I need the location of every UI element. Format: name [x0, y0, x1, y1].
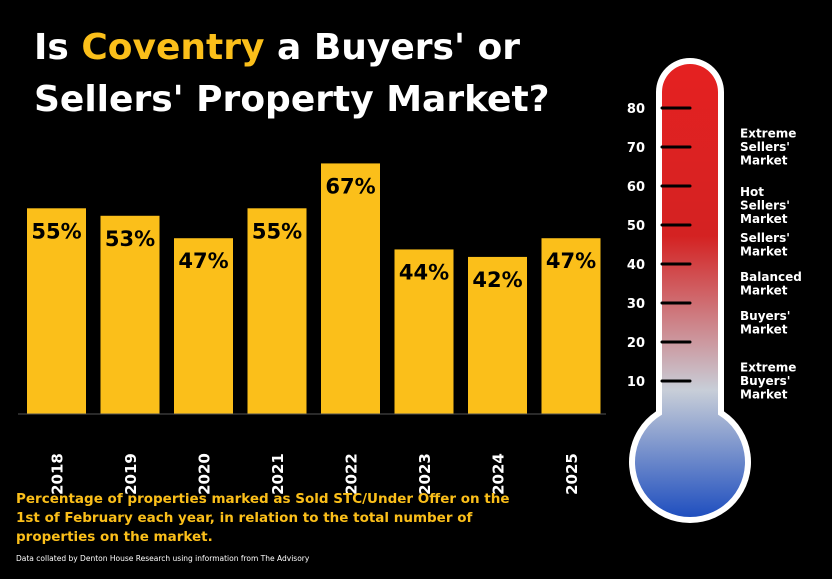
zone-label-2: Sellers' Market [740, 231, 790, 259]
bar-2018 [27, 208, 86, 414]
zone-label-5-line-2: Market [740, 388, 788, 402]
bar-series: 55% 53% 47% 55% 67% 44% 42% 47% [27, 163, 601, 414]
data-label-2024: 42% [472, 268, 522, 292]
data-label-2018: 55% [31, 219, 81, 243]
zone-label-5-line-0: Extreme [740, 361, 796, 375]
bar-2025 [541, 238, 601, 414]
data-label-2020: 47% [178, 249, 228, 273]
zone-label-3-line-1: Market [740, 283, 788, 297]
zone-label-3: Balanced Market [740, 270, 802, 298]
thermo-tick-label-50: 50 [627, 219, 645, 234]
data-label-2022: 67% [325, 174, 375, 198]
zone-label-0: Extreme Sellers' Market [740, 127, 796, 168]
x-tick-2018: 2018 [49, 453, 67, 495]
zone-label-0-line-2: Market [740, 154, 788, 168]
thermo-tick-label-20: 20 [627, 336, 645, 351]
data-label-2019: 53% [105, 227, 155, 251]
zone-label-5: Extreme Buyers' Market [740, 361, 796, 402]
thermo-tick-label-30: 30 [627, 297, 645, 312]
zone-label-1-line-2: Market [740, 212, 788, 226]
thermometer [629, 58, 751, 523]
x-tick-2019: 2019 [122, 453, 140, 495]
thermo-tick-label-60: 60 [627, 180, 645, 195]
chart-caption: Percentage of properties marked as Sold … [16, 491, 510, 545]
x-tick-2021: 2021 [269, 453, 287, 495]
x-tick-labels: 2018 2019 2020 2021 2022 2023 2024 2025 [49, 453, 582, 495]
zone-label-3-line-0: Balanced [740, 270, 802, 284]
bar-2020 [174, 238, 233, 414]
chart-title: Is Coventry a Buyers' or Sellers' Proper… [34, 22, 594, 126]
title-prefix: Is [34, 27, 82, 68]
zone-label-4-line-1: Market [740, 322, 788, 336]
thermo-tick-label-70: 70 [627, 141, 645, 156]
zone-label-2-line-0: Sellers' [740, 231, 790, 245]
data-label-2021: 55% [252, 219, 302, 243]
x-tick-2023: 2023 [416, 453, 434, 495]
bar-2023 [394, 249, 454, 414]
zone-label-1: Hot Sellers' Market [740, 185, 790, 226]
zone-label-1-line-1: Sellers' [740, 199, 790, 213]
data-label-2025: 47% [546, 249, 596, 273]
bar-2021 [247, 208, 307, 414]
bar-2024 [468, 256, 527, 414]
thermo-tick-label-40: 40 [627, 258, 645, 273]
zone-label-4-line-0: Buyers' [740, 309, 790, 323]
zone-label-2-line-1: Market [740, 244, 788, 258]
bar-2019 [100, 215, 160, 414]
zone-label-5-line-1: Buyers' [740, 374, 790, 388]
thermo-tick-label-80: 80 [627, 102, 645, 117]
data-label-2023: 44% [399, 260, 449, 284]
x-tick-2022: 2022 [343, 453, 361, 495]
thermometer-fill [634, 64, 746, 518]
title-line2: Sellers' Property Market? [34, 79, 550, 120]
bar-2022 [321, 163, 380, 414]
thermo-tick-label-10: 10 [627, 375, 645, 390]
x-tick-2020: 2020 [196, 453, 214, 495]
source-note: Data collated by Denton House Research u… [16, 554, 310, 563]
x-tick-2025: 2025 [563, 453, 581, 495]
title-highlight: Coventry [81, 27, 265, 68]
thermometer-scale: 10 20 30 40 50 60 70 80 [627, 102, 692, 390]
title-line1-suffix: a Buyers' or [264, 27, 520, 68]
x-tick-2024: 2024 [490, 453, 508, 495]
zone-label-1-line-0: Hot [740, 185, 764, 199]
zone-label-0-line-0: Extreme [740, 127, 796, 141]
zone-label-0-line-1: Sellers' [740, 140, 790, 154]
zone-label-4: Buyers' Market [740, 309, 790, 337]
